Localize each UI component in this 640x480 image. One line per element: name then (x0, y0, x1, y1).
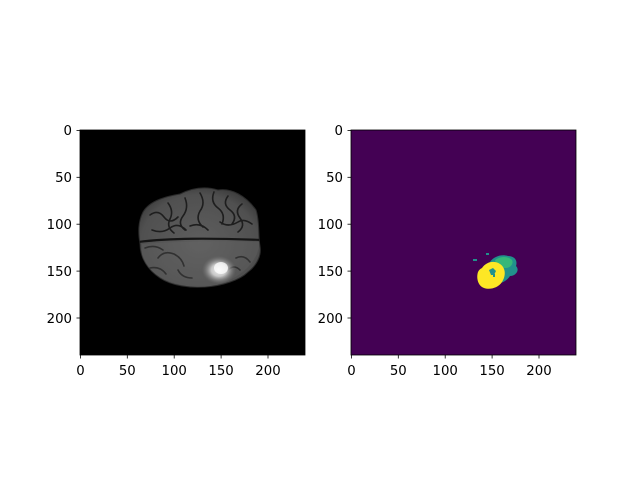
mri-panel: 0 50 100 150 200 0 50 100 150 200 (47, 124, 306, 379)
mask-y-tick-label: 200 (318, 312, 343, 327)
mask-x-tick-label: 50 (390, 364, 407, 379)
mri-y-tick-label: 100 (47, 218, 72, 233)
segmentation-regions (473, 253, 518, 289)
mask-x-tick-label: 150 (479, 364, 504, 379)
mask-y-tick-label: 50 (326, 171, 343, 186)
mri-x-tick-label: 100 (162, 364, 187, 379)
mri-y-tick-label: 0 (64, 124, 72, 139)
mri-x-tick-label: 150 (208, 364, 233, 379)
mask-axes-frame (350, 129, 577, 356)
mask-x-tick-label: 0 (347, 364, 355, 379)
mask-label-yellow-region (477, 261, 505, 289)
mri-y-tick-label: 200 (47, 312, 72, 327)
mri-y-tick-label: 50 (55, 171, 72, 186)
mri-axes-frame (79, 129, 306, 356)
mask-background (351, 130, 576, 355)
mri-x-tick-label: 200 (255, 364, 280, 379)
mask-y-tick-label: 0 (335, 124, 343, 139)
mri-y-tick-label: 150 (47, 265, 72, 280)
mask-x-tick-label: 100 (433, 364, 458, 379)
mask-x-axis: 0 50 100 150 200 (347, 355, 552, 379)
mask-y-axis: 0 50 100 150 200 (318, 124, 351, 327)
mask-panel: 0 50 100 150 200 0 50 100 150 200 (318, 124, 577, 379)
mask-x-tick-label: 200 (526, 364, 551, 379)
mri-y-axis: 0 50 100 150 200 (47, 124, 80, 327)
brain-image (138, 187, 261, 288)
mri-x-tick-label: 0 (76, 364, 84, 379)
mri-x-axis: 0 50 100 150 200 (76, 355, 281, 379)
mask-y-tick-label: 150 (318, 265, 343, 280)
mri-x-tick-label: 50 (119, 364, 136, 379)
mask-y-tick-label: 100 (318, 218, 343, 233)
